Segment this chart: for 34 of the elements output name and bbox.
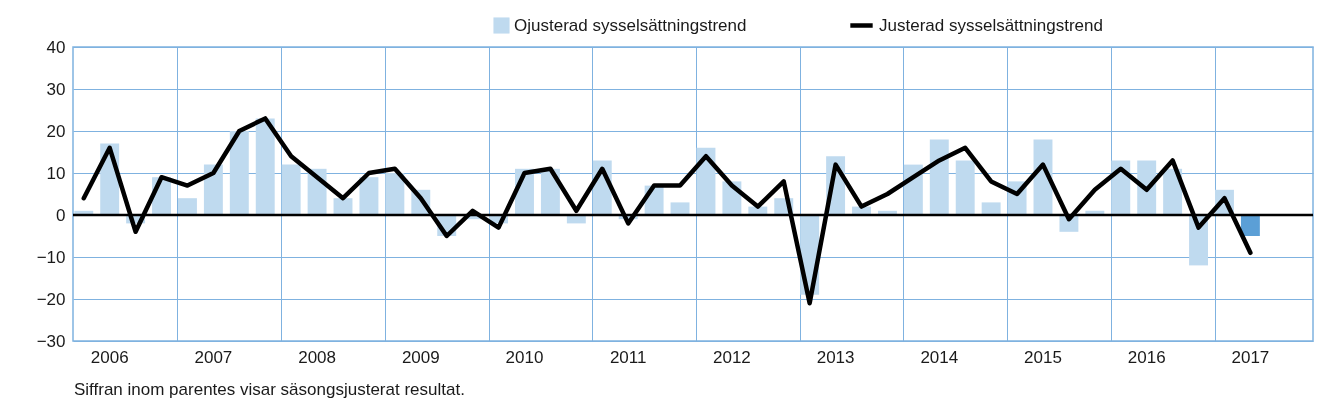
legend-label: Ojusterad sysselsättningstrend (514, 15, 747, 35)
x-tick-label: 2014 (920, 347, 959, 367)
y-tick-label: 10 (46, 163, 66, 183)
y-tick-label: −20 (36, 289, 66, 309)
bar (359, 177, 379, 215)
x-tick-label: 2007 (194, 347, 233, 367)
bar (981, 202, 1001, 215)
y-tick-label: 40 (46, 37, 66, 57)
bar (281, 164, 301, 215)
x-tick-label: 2010 (505, 347, 544, 367)
y-tick-label: 0 (56, 205, 66, 225)
legend-label: Justerad sysselsättningstrend (879, 15, 1103, 35)
bar (385, 173, 405, 215)
text: Siffran inom parentes visar säsongsjusterat resultat. (74, 380, 465, 400)
x-tick-label: 2015 (1024, 347, 1062, 367)
bar (1240, 215, 1260, 236)
x-tick-label: 2006 (90, 347, 129, 367)
y-tick-label: 30 (46, 79, 66, 99)
x-tick-label: 2013 (816, 347, 855, 367)
y-tick-label: 20 (46, 121, 66, 141)
y-tick-label: −10 (36, 247, 66, 267)
bar (255, 118, 275, 215)
bar (955, 160, 975, 215)
y-tick-label: −30 (36, 331, 66, 351)
bar (178, 198, 197, 215)
x-tick-label: 2016 (1127, 347, 1166, 367)
x-tick-label: 2017 (1231, 347, 1270, 367)
x-tick-label: 2012 (712, 347, 751, 367)
x-tick-label: 2008 (298, 347, 336, 367)
x-tick-label: 2009 (401, 347, 440, 367)
bar (929, 139, 949, 215)
bar (670, 202, 690, 215)
x-tick-label: 2011 (609, 347, 647, 367)
bar (229, 131, 249, 215)
